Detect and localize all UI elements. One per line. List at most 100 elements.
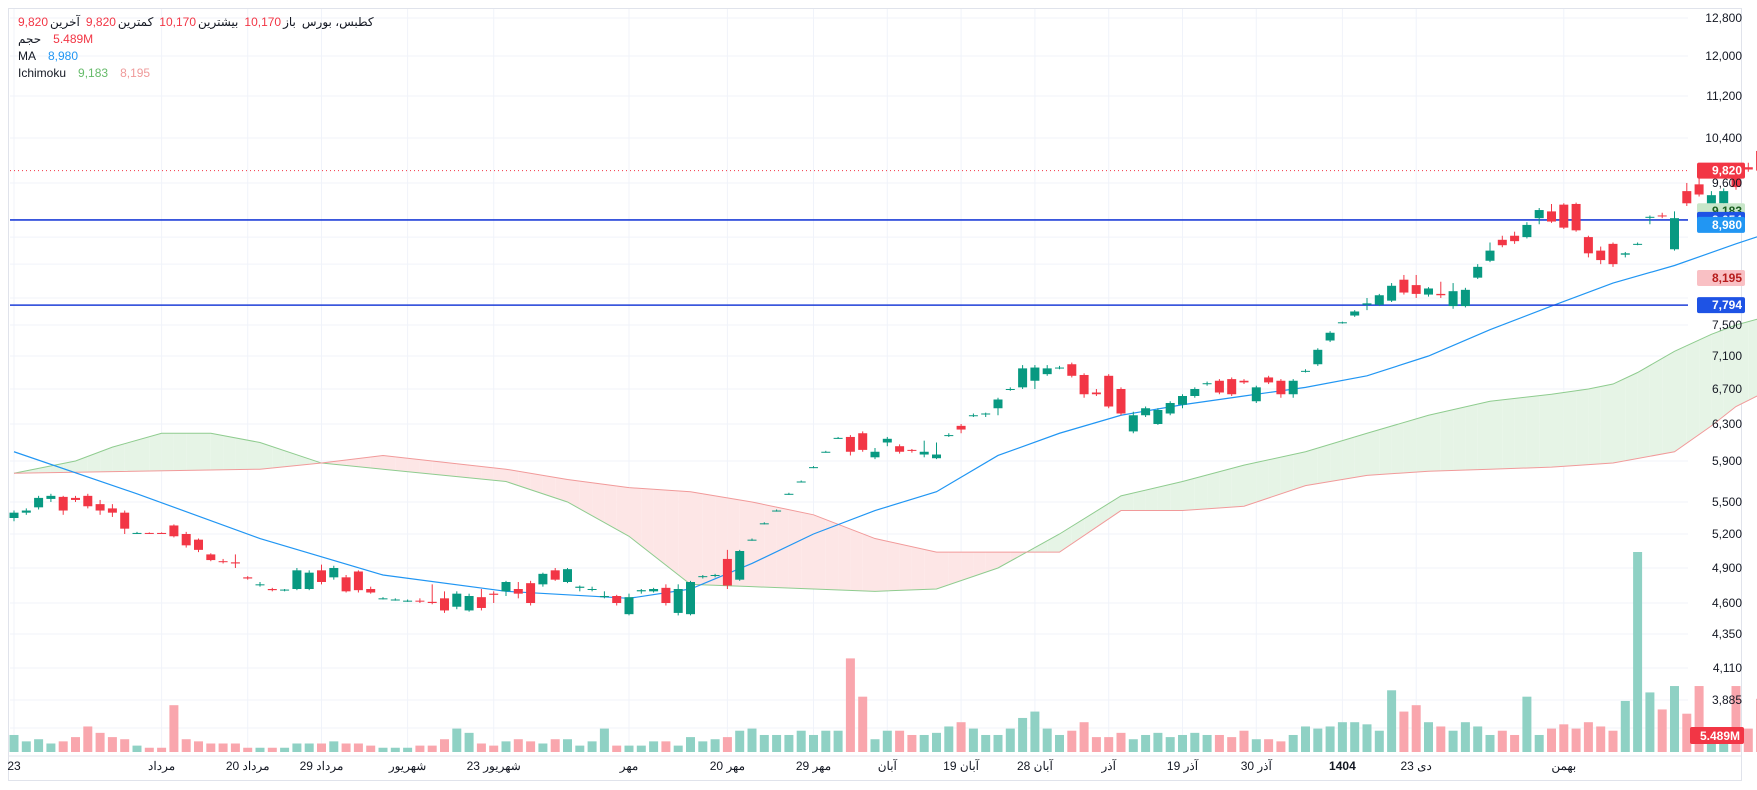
ichimoku-row[interactable]: Ichimoku 9,183 8,195 bbox=[18, 65, 374, 82]
candle bbox=[1018, 365, 1028, 389]
candle bbox=[1239, 379, 1249, 385]
candle bbox=[956, 424, 966, 434]
candle-body bbox=[1583, 237, 1593, 254]
candle bbox=[722, 549, 732, 589]
volume-row[interactable]: حجم 5.489M bbox=[18, 31, 374, 48]
volume-bar bbox=[1485, 734, 1495, 752]
volume-bar bbox=[206, 743, 216, 752]
candle-body bbox=[34, 497, 44, 508]
candle-body bbox=[1313, 349, 1323, 365]
candle-body bbox=[120, 512, 130, 529]
candle bbox=[1116, 387, 1126, 416]
cloud-segment bbox=[210, 433, 224, 471]
high-item: بیشترین 10,170 bbox=[159, 14, 238, 31]
price-badge: 8,195 bbox=[1697, 270, 1745, 287]
cloud-segment bbox=[961, 552, 974, 581]
candle-body bbox=[944, 435, 954, 437]
candle bbox=[1227, 377, 1237, 396]
candle bbox=[587, 586, 597, 592]
cloud-segment bbox=[1490, 399, 1503, 470]
volume-bar bbox=[1239, 730, 1249, 752]
candle bbox=[1214, 379, 1224, 395]
candle-body bbox=[1436, 293, 1446, 296]
candle-body bbox=[1067, 364, 1077, 376]
candle bbox=[1694, 176, 1704, 197]
volume-bar bbox=[1657, 709, 1667, 752]
candle-body bbox=[833, 437, 843, 439]
candle bbox=[120, 510, 130, 534]
candle-body bbox=[993, 399, 1003, 409]
candle-body bbox=[575, 586, 585, 588]
volume-bar bbox=[440, 739, 449, 752]
volume-bar bbox=[1411, 705, 1421, 752]
volume-bar bbox=[464, 732, 474, 752]
candle-body bbox=[476, 597, 486, 608]
candle-body bbox=[1460, 289, 1470, 307]
candle bbox=[501, 580, 511, 596]
time-axis-label: شهریور bbox=[388, 759, 427, 773]
price-axis-label: 6,700 bbox=[1712, 382, 1742, 396]
candle-body bbox=[1571, 203, 1581, 231]
cloud-segment bbox=[1674, 345, 1687, 452]
time-axis-label: آذر bbox=[1100, 758, 1116, 773]
candle bbox=[218, 558, 228, 564]
cloud-segment bbox=[936, 552, 949, 589]
cloud-segment bbox=[825, 519, 839, 590]
cloud-segment bbox=[1465, 404, 1478, 471]
ma-row[interactable]: MA 8,980 bbox=[18, 48, 374, 65]
cloud-segment bbox=[567, 479, 580, 509]
candle bbox=[661, 584, 671, 606]
volume-bar bbox=[907, 734, 917, 752]
cloud-segment bbox=[788, 509, 802, 589]
candle-body bbox=[329, 568, 339, 578]
cloud-segment bbox=[124, 440, 137, 472]
volume-bar bbox=[1325, 726, 1335, 752]
volume-bar bbox=[1399, 711, 1409, 752]
volume-bar bbox=[550, 739, 560, 752]
cloud-segment bbox=[1723, 325, 1736, 417]
price-axis-label: 4,600 bbox=[1712, 596, 1742, 610]
candle-body bbox=[46, 495, 56, 499]
candle-body bbox=[1399, 279, 1409, 293]
cloud-segment bbox=[1034, 540, 1048, 553]
volume-bar bbox=[230, 743, 240, 752]
cloud-segment bbox=[87, 451, 101, 473]
volume-bar bbox=[1288, 734, 1298, 752]
candle-body bbox=[341, 577, 351, 592]
volume-bar bbox=[624, 745, 634, 752]
volume-bar bbox=[366, 745, 376, 752]
time-axis-label: 23 شهریور bbox=[467, 759, 521, 773]
candle bbox=[353, 570, 363, 593]
volume-bar bbox=[538, 743, 548, 752]
cloud-segment bbox=[604, 484, 617, 530]
symbol-name[interactable]: کطبس، بورس bbox=[301, 15, 374, 29]
candle bbox=[1276, 379, 1286, 398]
cloud-segment bbox=[1391, 422, 1404, 474]
volume-bar bbox=[919, 734, 929, 752]
candle-body bbox=[919, 451, 929, 455]
candle bbox=[698, 575, 708, 579]
volume-bar bbox=[415, 745, 425, 752]
candle-body bbox=[1719, 191, 1729, 204]
cloud-segment bbox=[1367, 429, 1380, 476]
volume-bar bbox=[46, 743, 56, 752]
cloud-segment bbox=[911, 546, 925, 590]
cloud-segment bbox=[272, 446, 285, 468]
volume-bar bbox=[1350, 722, 1360, 752]
candle-body bbox=[1510, 235, 1520, 242]
candle bbox=[686, 580, 695, 616]
volume-bar bbox=[1042, 728, 1052, 752]
candle bbox=[1424, 287, 1433, 297]
volume-bar bbox=[403, 747, 413, 752]
cloud-segment bbox=[1244, 462, 1257, 507]
candle-body bbox=[649, 589, 659, 592]
volume-badge-label: 5.489M bbox=[1700, 729, 1740, 743]
candle bbox=[1522, 222, 1532, 239]
candle bbox=[735, 549, 745, 581]
candle-body bbox=[378, 598, 388, 600]
cloud-segment bbox=[838, 524, 851, 591]
candle bbox=[427, 584, 437, 605]
candle bbox=[1571, 202, 1581, 232]
candle-body bbox=[1214, 380, 1224, 393]
